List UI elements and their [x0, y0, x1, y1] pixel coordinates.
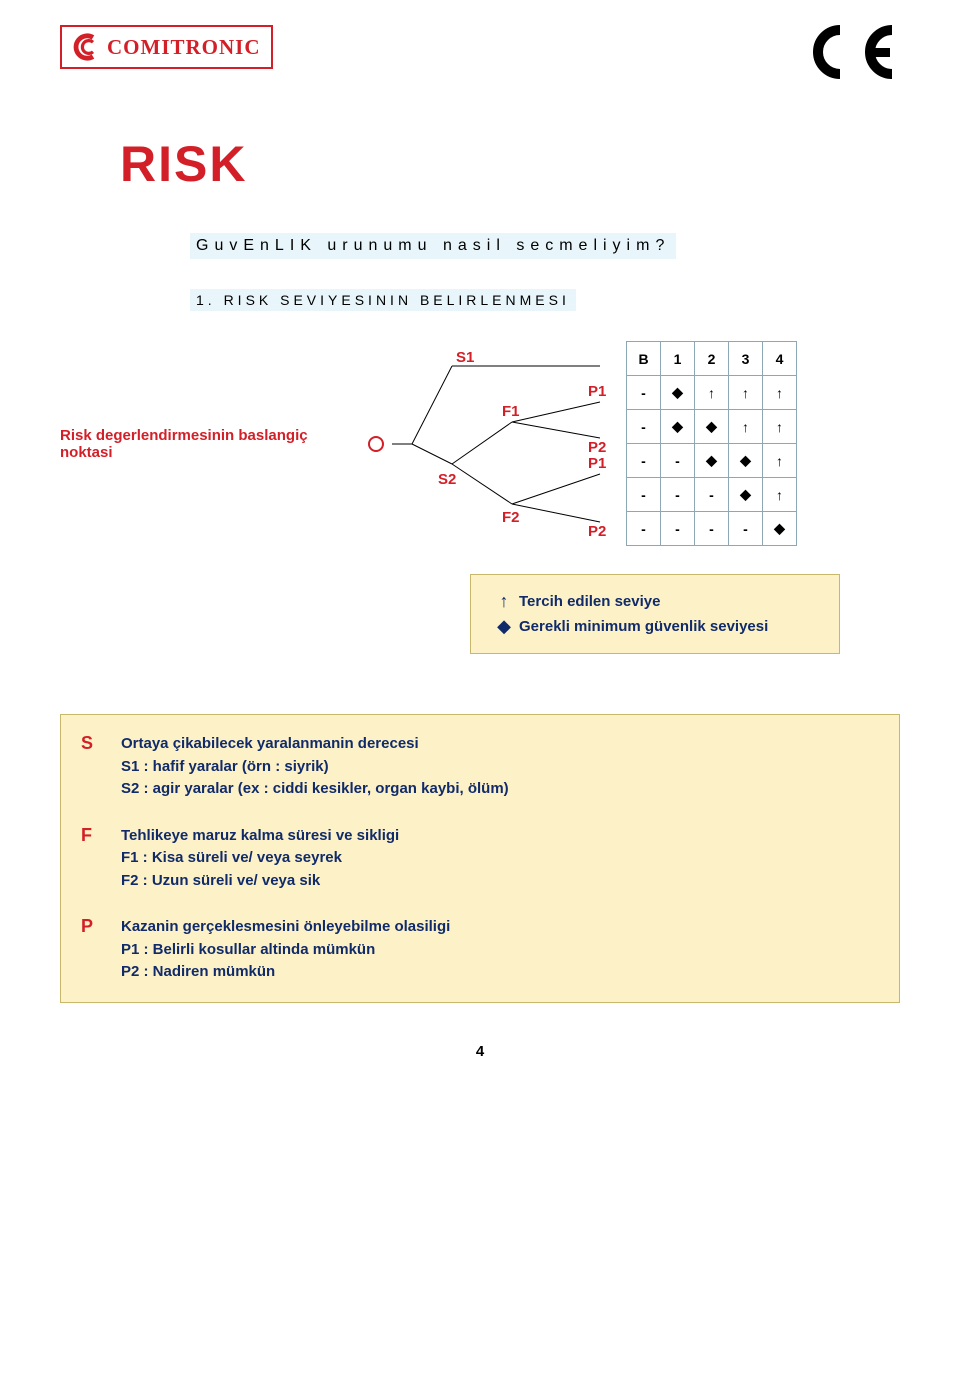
def-line: P2 : Nadiren mümkün: [121, 961, 450, 984]
risk-graph: Risk degerlendirmesinin baslangiç noktas…: [60, 341, 900, 546]
matrix-header-row: B 1 2 3 4: [627, 342, 797, 376]
matrix-cell: ◆: [729, 478, 763, 512]
matrix-cell: -: [661, 444, 695, 478]
legend-row: ◆ Gerekli minimum güvenlik seviyesi: [489, 616, 821, 637]
node-p2a: P2: [588, 439, 606, 456]
matrix-cell: ↑: [763, 444, 797, 478]
legend-text: Gerekli minimum güvenlik seviyesi: [519, 618, 768, 635]
matrix-cell: ↑: [763, 478, 797, 512]
brand-name: COMITRONIC: [107, 35, 261, 60]
subtitle-main: GuvEnLIK urunumu nasil secmeliyim?: [190, 233, 676, 259]
def-line: S1 : hafif yaralar (örn : siyrik): [121, 756, 509, 779]
matrix-cell: -: [627, 376, 661, 410]
matrix-cell: ◆: [763, 512, 797, 546]
matrix-cell: -: [695, 478, 729, 512]
origin-dot-icon: [368, 436, 384, 452]
matrix-cell: ↑: [729, 410, 763, 444]
matrix-cell: -: [627, 410, 661, 444]
matrix-cell: ↑: [729, 376, 763, 410]
def-line: S2 : agir yaralar (ex : ciddi kesikler, …: [121, 778, 509, 801]
matrix-cell: -: [729, 512, 763, 546]
matrix-row: ---◆↑: [627, 478, 797, 512]
arrow-up-icon: ↑: [489, 591, 519, 612]
page-number: 4: [60, 1043, 900, 1060]
matrix-header-cell: 4: [763, 342, 797, 376]
decision-tree-icon: S1 S2 F1 P1 P2 F2 P1 P2: [392, 344, 612, 544]
matrix-header-cell: B: [627, 342, 661, 376]
matrix-cell: ◆: [695, 444, 729, 478]
matrix-header-cell: 3: [729, 342, 763, 376]
risk-matrix: B 1 2 3 4 -◆↑↑↑ -◆◆↑↑ --◆◆↑ ---◆↑ ----◆: [626, 341, 797, 546]
matrix-cell: -: [661, 478, 695, 512]
legend-row: ↑ Tercih edilen seviye: [489, 591, 821, 612]
node-f1: F1: [502, 403, 520, 420]
subtitle-step: 1. RISK SEVIYESININ BELIRLENMESI: [190, 289, 576, 311]
definition-s: S Ortaya çikabilecek yaralanmanin derece…: [81, 733, 879, 801]
node-s2: S2: [438, 471, 456, 488]
matrix-row: -◆↑↑↑: [627, 376, 797, 410]
definitions-box: S Ortaya çikabilecek yaralanmanin derece…: [60, 714, 900, 1003]
matrix-cell: ◆: [661, 410, 695, 444]
definition-p: P Kazanin gerçeklesmesini önleyebilme ol…: [81, 916, 879, 984]
node-s1: S1: [456, 349, 474, 366]
matrix-header-cell: 2: [695, 342, 729, 376]
def-line: P1 : Belirli kosullar altinda mümkün: [121, 939, 450, 962]
page-title: RISK: [120, 135, 900, 193]
node-f2: F2: [502, 509, 520, 526]
matrix-cell: -: [661, 512, 695, 546]
def-line: F1 : Kisa süreli ve/ veya seyrek: [121, 847, 399, 870]
matrix-row: ----◆: [627, 512, 797, 546]
ce-mark: [800, 25, 900, 85]
matrix-cell: -: [627, 512, 661, 546]
legend-box: ↑ Tercih edilen seviye ◆ Gerekli minimum…: [470, 574, 840, 654]
def-key: P: [81, 916, 121, 984]
def-key: F: [81, 825, 121, 893]
matrix-cell: ↑: [695, 376, 729, 410]
matrix-cell: -: [627, 478, 661, 512]
top-bar: COMITRONIC: [0, 0, 960, 85]
def-title: Tehlikeye maruz kalma süresi ve sikligi: [121, 825, 399, 848]
definition-f: F Tehlikeye maruz kalma süresi ve siklig…: [81, 825, 879, 893]
matrix-cell: ↑: [763, 410, 797, 444]
legend-text: Tercih edilen seviye: [519, 593, 660, 610]
def-key: S: [81, 733, 121, 801]
matrix-cell: ◆: [661, 376, 695, 410]
node-p1a: P1: [588, 383, 606, 400]
matrix-cell: -: [695, 512, 729, 546]
diamond-icon: ◆: [489, 616, 519, 637]
logo-c-icon: [69, 30, 101, 64]
matrix-row: -◆◆↑↑: [627, 410, 797, 444]
graph-start-label: Risk degerlendirmesinin baslangiç noktas…: [60, 427, 360, 461]
def-title: Kazanin gerçeklesmesini önleyebilme olas…: [121, 916, 450, 939]
brand-logo: COMITRONIC: [60, 25, 273, 69]
node-p1b: P1: [588, 455, 606, 472]
def-title: Ortaya çikabilecek yaralanmanin derecesi: [121, 733, 509, 756]
matrix-cell: ↑: [763, 376, 797, 410]
matrix-cell: ◆: [695, 410, 729, 444]
def-line: F2 : Uzun süreli ve/ veya sik: [121, 870, 399, 893]
matrix-cell: ◆: [729, 444, 763, 478]
matrix-row: --◆◆↑: [627, 444, 797, 478]
matrix-header-cell: 1: [661, 342, 695, 376]
matrix-cell: -: [627, 444, 661, 478]
node-p2b: P2: [588, 523, 606, 540]
